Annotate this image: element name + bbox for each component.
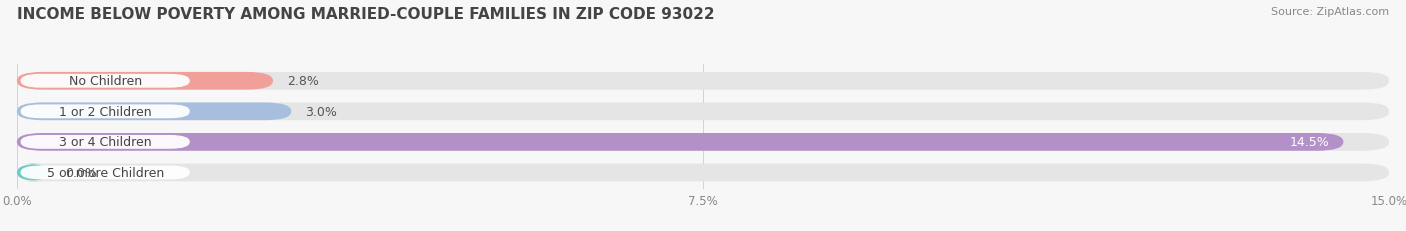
Text: 14.5%: 14.5% xyxy=(1289,136,1330,149)
Text: 3 or 4 Children: 3 or 4 Children xyxy=(59,136,152,149)
Text: 0.0%: 0.0% xyxy=(65,166,97,179)
FancyBboxPatch shape xyxy=(17,134,1389,151)
FancyBboxPatch shape xyxy=(17,73,1389,90)
FancyBboxPatch shape xyxy=(21,75,190,88)
FancyBboxPatch shape xyxy=(17,103,291,121)
Text: No Children: No Children xyxy=(69,75,142,88)
FancyBboxPatch shape xyxy=(21,166,190,179)
Text: 1 or 2 Children: 1 or 2 Children xyxy=(59,105,152,118)
Text: 5 or more Children: 5 or more Children xyxy=(46,166,163,179)
FancyBboxPatch shape xyxy=(17,164,1389,182)
Text: 2.8%: 2.8% xyxy=(287,75,319,88)
Text: 3.0%: 3.0% xyxy=(305,105,337,118)
Text: INCOME BELOW POVERTY AMONG MARRIED-COUPLE FAMILIES IN ZIP CODE 93022: INCOME BELOW POVERTY AMONG MARRIED-COUPL… xyxy=(17,7,714,22)
FancyBboxPatch shape xyxy=(17,134,1343,151)
FancyBboxPatch shape xyxy=(21,135,190,149)
FancyBboxPatch shape xyxy=(17,164,49,182)
Text: Source: ZipAtlas.com: Source: ZipAtlas.com xyxy=(1271,7,1389,17)
FancyBboxPatch shape xyxy=(17,73,273,90)
FancyBboxPatch shape xyxy=(21,105,190,119)
FancyBboxPatch shape xyxy=(17,103,1389,121)
